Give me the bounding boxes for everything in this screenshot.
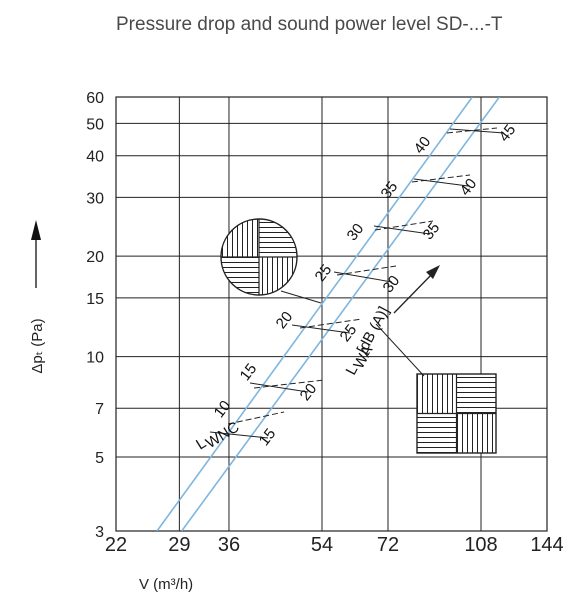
dba-label: 35 bbox=[420, 219, 444, 243]
trend-arrow-icon bbox=[426, 265, 440, 279]
square-diffuser-quadrant-icon bbox=[456, 413, 496, 453]
x-tick-label: 144 bbox=[530, 534, 563, 556]
dba-label: 15 bbox=[256, 425, 280, 449]
y-tick-label: 7 bbox=[95, 401, 104, 418]
trend-arrow-shaft bbox=[393, 271, 435, 314]
square-diffuser-quadrant-icon bbox=[417, 413, 457, 453]
lwa-label-unit: [dB (A)] bbox=[354, 304, 393, 357]
y-tick-label: 15 bbox=[86, 291, 104, 308]
nc-label: 40 bbox=[411, 133, 435, 157]
nc-iso-stroke bbox=[336, 265, 397, 276]
dba-iso-stroke bbox=[209, 431, 269, 439]
dba-label: 30 bbox=[380, 272, 404, 296]
nc-iso-stroke bbox=[227, 411, 285, 425]
round-diffuser-leader bbox=[280, 290, 322, 304]
nc-label: 25 bbox=[312, 261, 336, 285]
y-tick-label: 40 bbox=[86, 149, 104, 166]
dba-iso-stroke bbox=[413, 178, 469, 187]
y-tick-label: 60 bbox=[86, 90, 104, 107]
y-tick-label: 30 bbox=[86, 190, 104, 207]
x-tick-label: 29 bbox=[168, 534, 190, 556]
nc-iso-stroke bbox=[253, 379, 325, 389]
square-diffuser-leader bbox=[375, 323, 425, 377]
grid bbox=[115, 96, 548, 532]
x-tick-label: 108 bbox=[464, 534, 497, 556]
nc-iso-stroke bbox=[446, 127, 498, 134]
round-diffuser-quadrant-icon bbox=[259, 219, 297, 257]
dba-label: 45 bbox=[496, 121, 520, 145]
y-axis-label-group: Δpₜ (Pa) bbox=[29, 220, 46, 374]
dba-iso-stroke bbox=[249, 382, 309, 393]
nc-label: 15 bbox=[237, 360, 261, 384]
square-diffuser-quadrant-icon bbox=[417, 374, 457, 414]
y-tick-label: 3 bbox=[95, 524, 104, 541]
nc-label: 30 bbox=[344, 220, 368, 244]
round-diffuser-quadrant-icon bbox=[221, 219, 259, 257]
plot-frame bbox=[115, 96, 548, 532]
nc-iso-stroke bbox=[411, 174, 471, 183]
series-line bbox=[181, 97, 501, 531]
dba-iso-stroke bbox=[291, 324, 351, 334]
nc-iso-stroke bbox=[299, 318, 363, 329]
dba-label: 40 bbox=[457, 175, 481, 199]
diffuser-symbols bbox=[220, 218, 497, 454]
x-tick-label: 72 bbox=[377, 534, 399, 556]
nc-iso-stroke bbox=[374, 220, 434, 231]
dba-label: 20 bbox=[297, 380, 321, 404]
y-axis-arrow-icon bbox=[31, 220, 41, 240]
series-lines bbox=[156, 97, 501, 531]
x-axis-label: V (m³/h) bbox=[139, 576, 193, 593]
y-tick-label: 5 bbox=[95, 450, 104, 467]
x-tick-label: 22 bbox=[105, 534, 127, 556]
nc-label: 10 bbox=[211, 397, 235, 421]
x-tick-label: 36 bbox=[218, 534, 240, 556]
y-tick-label: 20 bbox=[86, 249, 104, 266]
dba-iso-stroke bbox=[449, 128, 505, 134]
x-tick-label: 54 bbox=[311, 534, 333, 556]
square-diffuser-quadrant-icon bbox=[456, 374, 496, 414]
round-diffuser-quadrant-icon bbox=[259, 257, 297, 295]
nc-label: 20 bbox=[273, 308, 297, 332]
lwnc-curve-label: L WNC bbox=[193, 419, 243, 454]
y-axis-label: Δpₜ (Pa) bbox=[29, 318, 46, 373]
series-line bbox=[156, 97, 473, 531]
y-tick-label: 50 bbox=[86, 116, 104, 133]
chart-title: Pressure drop and sound power level SD-.… bbox=[116, 14, 503, 35]
dba-iso-stroke bbox=[373, 225, 431, 235]
y-tick-label: 10 bbox=[86, 350, 104, 367]
dba-iso-stroke bbox=[333, 271, 393, 283]
lwnc-label-sub: WNC bbox=[203, 419, 243, 452]
round-diffuser-quadrant-icon bbox=[221, 257, 259, 295]
nc-label: 35 bbox=[378, 178, 402, 202]
dba-label: 25 bbox=[337, 321, 361, 345]
